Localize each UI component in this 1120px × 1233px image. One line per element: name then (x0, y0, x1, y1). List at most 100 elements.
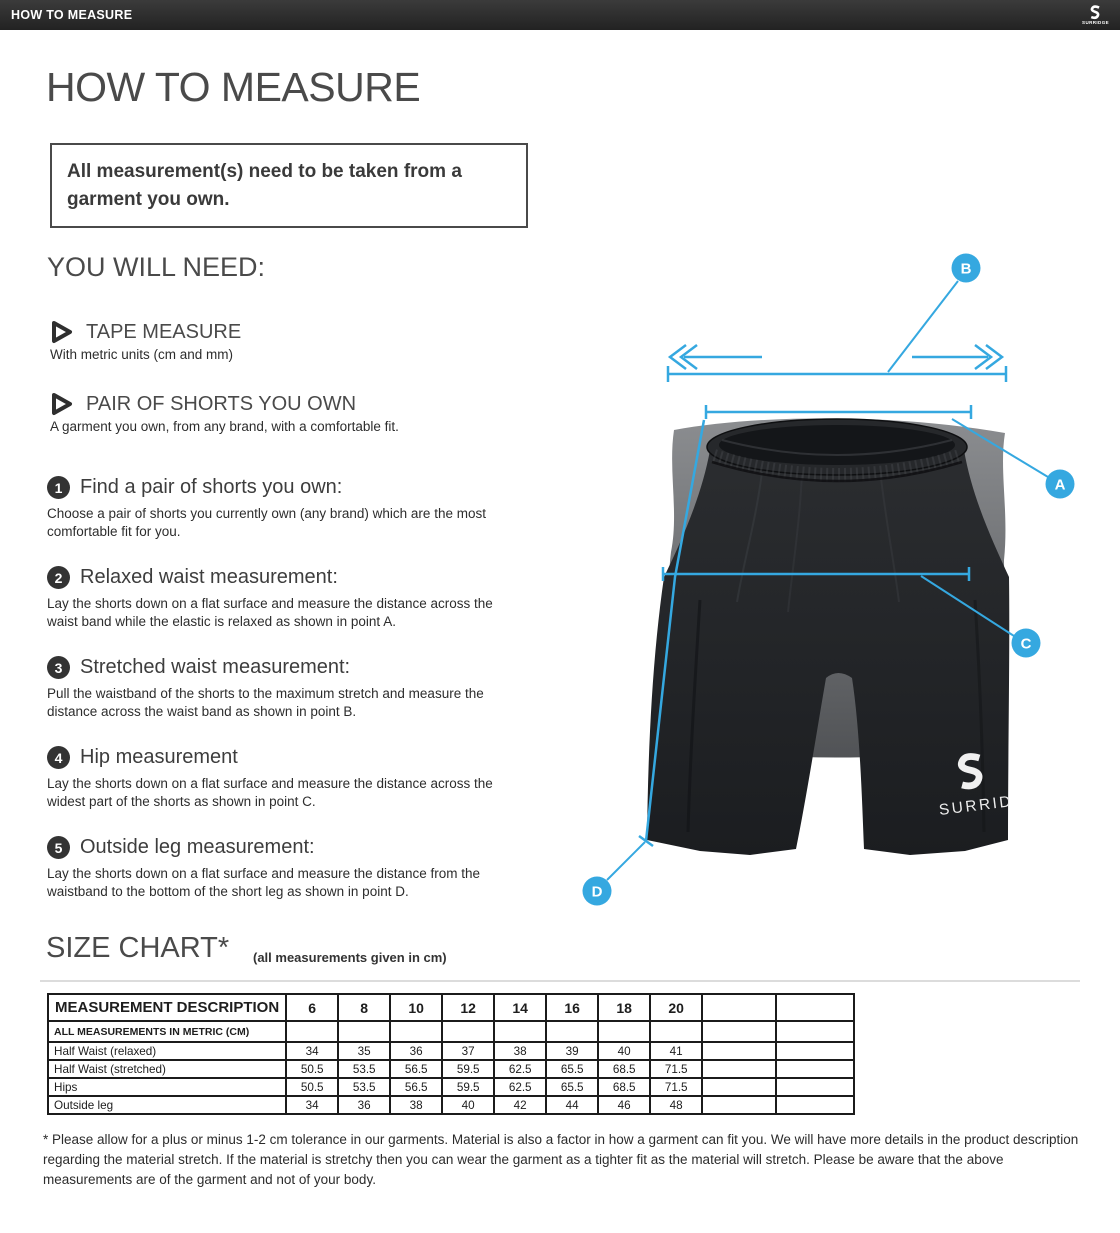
cell-value: 36 (337, 1095, 392, 1115)
column-header: MEASUREMENT DESCRIPTION (46, 993, 288, 1022)
cell-value: 56.5 (389, 1077, 444, 1097)
step-number-badge: 2 (47, 566, 70, 589)
need-item-tape-measure: TAPE MEASURE With metric units (cm and m… (50, 320, 242, 363)
table-row: Hips 50.5 53.5 56.5 59.5 62.5 65.5 68.5 … (46, 1077, 856, 1097)
cell-value: 62.5 (493, 1077, 548, 1097)
table-row: Outside leg 34 36 38 40 42 44 46 48 (46, 1095, 856, 1115)
top-bar-title: HOW TO MEASURE (11, 8, 133, 22)
marker-d-circle (582, 876, 612, 906)
marker-b-circle (951, 253, 981, 283)
step-description: Choose a pair of shorts you currently ow… (47, 506, 486, 539)
step-description: Lay the shorts down on a flat surface an… (47, 866, 480, 899)
diagram-markers: B A C D (582, 253, 1075, 906)
page-title: HOW TO MEASURE (46, 64, 421, 110)
relaxed-waist-line (704, 405, 1049, 478)
cell-value: 68.5 (597, 1077, 652, 1097)
column-header (775, 993, 856, 1022)
cell-value: 42 (493, 1095, 548, 1115)
shorts-image: SURRIDGE (647, 418, 1010, 855)
footnote: * Please allow for a plus or minus 1-2 c… (43, 1132, 1079, 1187)
step-heading: Hip measurement (80, 746, 238, 768)
column-header: 18 (597, 993, 652, 1022)
need-item-label: PAIR OF SHORTS YOU OWN (86, 392, 357, 415)
top-bar: HOW TO MEASURE SURRIDGE (0, 0, 1120, 30)
step-number-badge: 1 (47, 476, 70, 499)
play-triangle-icon (52, 393, 72, 415)
table-row: Half Waist (stretched) 50.5 53.5 56.5 59… (46, 1059, 856, 1079)
step-heading: Find a pair of shorts you own: (80, 476, 343, 498)
play-triangle-icon (52, 321, 72, 343)
you-will-need-heading: YOU WILL NEED: (47, 252, 266, 282)
step-4: 4 Hip measurement Lay the shorts down on… (47, 746, 527, 811)
row-label: Outside leg (46, 1095, 288, 1115)
hip-line (661, 567, 1015, 637)
step-2: 2 Relaxed waist measurement: Lay the sho… (47, 566, 527, 631)
step-number-badge: 4 (47, 746, 70, 769)
cell-value: 65.5 (545, 1077, 600, 1097)
marker-b-label: B (961, 261, 972, 278)
column-header: 20 (649, 993, 704, 1022)
surridge-logo: SURRIDGE (1082, 5, 1109, 26)
step-3: 3 Stretched waist measurement: Pull the … (47, 656, 527, 721)
cell-value: 39 (545, 1041, 600, 1061)
cell-value: 53.5 (337, 1077, 392, 1097)
cell-value: 34 (285, 1095, 340, 1115)
cell-value: 71.5 (649, 1077, 704, 1097)
size-chart-table: MEASUREMENT DESCRIPTION 6 8 10 12 14 16 … (46, 993, 856, 1115)
step-heading: Outside leg measurement: (80, 836, 315, 858)
cell-value: 44 (545, 1095, 600, 1115)
row-label: Half Waist (stretched) (46, 1059, 288, 1079)
cell-value: 36 (389, 1041, 444, 1061)
outside-leg-line (606, 419, 706, 881)
row-label: Hips (46, 1077, 288, 1097)
table-row: Half Waist (relaxed) 34 35 36 37 38 39 4… (46, 1041, 856, 1061)
column-header: 10 (389, 993, 444, 1022)
step-heading: Stretched waist measurement: (80, 656, 351, 678)
column-header: 12 (441, 993, 496, 1022)
need-item-shorts: PAIR OF SHORTS YOU OWN A garment you own… (50, 392, 399, 435)
metric-note: ALL MEASUREMENTS IN METRIC (CM) (46, 1020, 288, 1043)
cell-value: 46 (597, 1095, 652, 1115)
note-box: All measurement(s) need to be taken from… (50, 143, 528, 228)
column-header (701, 993, 778, 1022)
cell-value: 38 (389, 1095, 444, 1115)
step-description: Lay the shorts down on a flat surface an… (47, 776, 493, 809)
stretched-waist-line (666, 280, 1008, 382)
section-divider (40, 980, 1080, 982)
cell-value: 59.5 (441, 1077, 496, 1097)
need-item-label: TAPE MEASURE (86, 320, 242, 343)
cell-value: 48 (649, 1095, 704, 1115)
cell-value: 38 (493, 1041, 548, 1061)
measurement-diagram: SURRIDGE (582, 253, 1075, 906)
marker-c-circle (1011, 628, 1041, 658)
cell-value: 65.5 (545, 1059, 600, 1079)
cell-value: 59.5 (441, 1059, 496, 1079)
surridge-logo-text: SURRIDGE (1082, 19, 1109, 25)
step-1: 1 Find a pair of shorts you own: Choose … (47, 476, 527, 541)
cell-value: 35 (337, 1041, 392, 1061)
cell-value: 40 (597, 1041, 652, 1061)
column-header: 8 (337, 993, 392, 1022)
step-number-badge: 5 (47, 836, 70, 859)
waistband (706, 418, 968, 483)
marker-a-circle (1045, 469, 1075, 499)
cell-value: 71.5 (649, 1059, 704, 1079)
cell-value: 37 (441, 1041, 496, 1061)
header-row: MEASUREMENT DESCRIPTION 6 8 10 12 14 16 … (46, 993, 856, 1022)
step-description: Lay the shorts down on a flat surface an… (47, 596, 493, 629)
cell-value: 53.5 (337, 1059, 392, 1079)
cell-value: 68.5 (597, 1059, 652, 1079)
size-chart-subheading: (all measurements given in cm) (253, 950, 447, 965)
cell-value: 50.5 (285, 1077, 340, 1097)
column-header: 14 (493, 993, 548, 1022)
row-label: Half Waist (relaxed) (46, 1041, 288, 1061)
cell-value: 41 (649, 1041, 704, 1061)
metric-note-row: ALL MEASUREMENTS IN METRIC (CM) (46, 1020, 856, 1043)
column-header: 16 (545, 993, 600, 1022)
step-number-badge: 3 (47, 656, 70, 679)
cell-value: 34 (285, 1041, 340, 1061)
column-header: 6 (285, 993, 340, 1022)
cell-value: 62.5 (493, 1059, 548, 1079)
cell-value: 50.5 (285, 1059, 340, 1079)
need-item-description: With metric units (cm and mm) (50, 347, 234, 362)
